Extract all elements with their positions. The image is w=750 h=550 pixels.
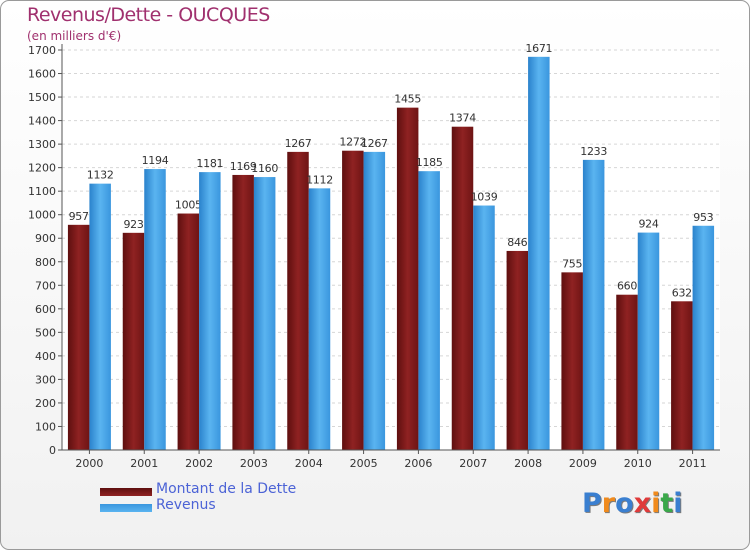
y-tick-label: 1600: [28, 68, 56, 81]
y-tick-label: 1400: [28, 115, 56, 128]
data-label-revenus: 1185: [416, 156, 443, 169]
y-tick-label: 0: [49, 444, 56, 457]
bar-revenus: [144, 169, 166, 450]
x-tick-label: 2002: [185, 457, 213, 470]
logo-letter: i: [651, 488, 661, 519]
data-label-revenus: 1112: [306, 173, 333, 186]
bar-dette: [451, 126, 474, 451]
y-tick-label: 700: [35, 279, 56, 292]
x-tick-label: 2005: [350, 457, 378, 470]
data-label-dette: 1272: [339, 136, 366, 149]
logo-letter: P: [582, 488, 602, 519]
proxiti-logo: Proxiti: [582, 488, 683, 519]
x-tick-label: 2001: [130, 457, 158, 470]
bar-revenus: [528, 56, 550, 451]
y-tick-label: 600: [35, 303, 56, 316]
data-label-dette: 1169: [230, 160, 257, 173]
data-label-revenus: 1194: [142, 154, 169, 167]
data-label-dette: 923: [123, 218, 143, 231]
logo-letter: i: [673, 488, 683, 519]
bar-dette: [67, 224, 90, 450]
data-label-revenus: 1181: [196, 157, 223, 170]
y-tick-label: 900: [35, 232, 56, 245]
x-tick-label: 2009: [569, 457, 597, 470]
data-label-revenus: 1267: [361, 137, 388, 150]
bar-dette: [671, 301, 693, 450]
bar-dette: [342, 150, 364, 451]
data-label-revenus: 953: [693, 211, 713, 224]
y-tick-label: 200: [35, 397, 56, 410]
y-tick-label: 800: [35, 256, 56, 269]
y-tick-label: 300: [35, 373, 56, 386]
bar-revenus: [199, 172, 221, 450]
bar-dette: [177, 213, 200, 450]
y-tick-label: 1000: [28, 209, 56, 222]
y-tick-label: 1700: [28, 44, 56, 57]
data-label-revenus: 1132: [87, 169, 114, 182]
data-label-revenus: 1160: [251, 162, 278, 175]
logo-letter: t: [660, 488, 674, 519]
chart-title: Revenus/Dette - OUCQUES: [27, 4, 270, 26]
bar-revenus: [308, 188, 331, 450]
data-label-dette: 660: [617, 280, 637, 293]
x-tick-label: 2000: [75, 457, 103, 470]
data-label-revenus: 1039: [471, 191, 498, 204]
bar-dette: [396, 107, 419, 450]
bar-revenus: [637, 232, 660, 450]
data-label-dette: 1455: [394, 93, 421, 106]
x-tick-label: 2003: [240, 457, 268, 470]
data-label-dette: 1374: [449, 112, 476, 125]
bar-revenus: [89, 183, 111, 450]
data-label-dette: 755: [562, 257, 582, 270]
bar-revenus: [473, 205, 495, 450]
x-tick-label: 2011: [679, 457, 707, 470]
bar-dette: [232, 174, 254, 451]
bar-dette: [506, 250, 529, 450]
data-label-dette: 1005: [175, 199, 202, 212]
bar-dette: [616, 294, 638, 450]
y-tick-label: 1100: [28, 185, 56, 198]
data-label-dette: 1267: [285, 137, 312, 150]
data-label-revenus: 1671: [525, 42, 552, 55]
x-tick-label: 2004: [295, 457, 323, 470]
data-label-revenus: 924: [638, 218, 658, 231]
legend-label-dette: Montant de la Dette: [156, 481, 297, 497]
bar-dette: [287, 151, 309, 450]
y-tick-label: 400: [35, 350, 56, 363]
bar-revenus: [253, 177, 276, 450]
bar-revenus: [418, 171, 440, 451]
legend-label-revenus: Revenus: [156, 497, 216, 513]
logo-letter: x: [633, 488, 652, 519]
x-tick-label: 2008: [514, 457, 542, 470]
bar-revenus: [363, 151, 386, 450]
chart-subtitle: (en milliers d'€): [27, 29, 122, 43]
x-tick-label: 2006: [404, 457, 432, 470]
y-tick-label: 100: [35, 420, 56, 433]
bar-revenus: [582, 159, 605, 450]
bar-dette: [561, 272, 583, 450]
data-label-dette: 846: [507, 236, 527, 249]
data-label-dette: 957: [69, 210, 89, 223]
y-tick-label: 1500: [28, 91, 56, 104]
bar-dette: [122, 232, 145, 450]
logo-letter: o: [615, 488, 634, 519]
y-tick-label: 1200: [28, 162, 56, 175]
logo-letter: r: [601, 488, 616, 519]
data-label-dette: 632: [672, 286, 692, 299]
y-tick-label: 500: [35, 326, 56, 339]
legend-swatch-dette: [100, 488, 152, 496]
x-tick-label: 2010: [624, 457, 652, 470]
legend-swatch-revenus: [100, 504, 152, 512]
plot-area: [62, 50, 720, 450]
data-label-revenus: 1233: [580, 145, 607, 158]
bar-revenus: [692, 225, 715, 450]
x-tick-label: 2007: [459, 457, 487, 470]
y-tick-label: 1300: [28, 138, 56, 151]
